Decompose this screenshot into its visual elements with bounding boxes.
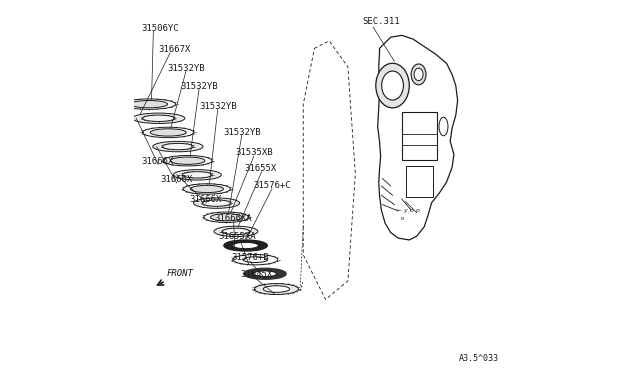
Ellipse shape	[163, 143, 193, 150]
Text: 31666XA: 31666XA	[214, 214, 252, 223]
Ellipse shape	[183, 184, 230, 194]
Ellipse shape	[233, 243, 259, 248]
Ellipse shape	[170, 157, 205, 164]
Ellipse shape	[381, 71, 403, 100]
Ellipse shape	[233, 254, 278, 265]
Text: o: o	[401, 216, 404, 221]
Ellipse shape	[414, 68, 423, 81]
Ellipse shape	[263, 286, 290, 292]
Ellipse shape	[253, 271, 276, 277]
Text: 31667X: 31667X	[158, 45, 191, 54]
Text: 31645X: 31645X	[240, 270, 272, 279]
Text: 31576+C: 31576+C	[254, 181, 291, 190]
Ellipse shape	[122, 99, 175, 109]
Ellipse shape	[143, 127, 194, 138]
Ellipse shape	[224, 240, 267, 251]
Ellipse shape	[223, 228, 250, 235]
Ellipse shape	[202, 200, 230, 206]
Ellipse shape	[204, 212, 249, 222]
Ellipse shape	[411, 64, 426, 85]
Ellipse shape	[244, 269, 286, 279]
Ellipse shape	[243, 257, 268, 263]
Text: 31655X: 31655X	[245, 164, 277, 173]
Bar	[406, 166, 433, 197]
Ellipse shape	[211, 214, 242, 221]
Text: 31532YB: 31532YB	[180, 81, 218, 90]
Text: $\leftarrow$ y o o: $\leftarrow$ y o o	[394, 206, 421, 215]
Ellipse shape	[191, 185, 223, 193]
Polygon shape	[378, 35, 458, 240]
Text: 31532YB: 31532YB	[199, 102, 237, 111]
Text: FRONT: FRONT	[166, 269, 193, 278]
Ellipse shape	[255, 283, 298, 295]
Text: 31576+B: 31576+B	[232, 253, 269, 262]
Text: 31532YB: 31532YB	[223, 128, 261, 137]
Text: 31506YC: 31506YC	[141, 23, 179, 32]
Ellipse shape	[193, 198, 239, 208]
Bar	[402, 112, 437, 160]
Text: 31655XA: 31655XA	[219, 232, 257, 241]
Ellipse shape	[150, 129, 186, 136]
Ellipse shape	[143, 115, 175, 122]
Text: 31666X: 31666X	[160, 175, 192, 184]
Ellipse shape	[163, 155, 212, 166]
Ellipse shape	[130, 100, 168, 108]
Text: 31666X: 31666X	[141, 157, 173, 166]
Text: 31535XB: 31535XB	[235, 148, 273, 157]
Ellipse shape	[214, 226, 258, 237]
Ellipse shape	[376, 63, 410, 108]
Text: SEC.311: SEC.311	[363, 17, 401, 26]
Ellipse shape	[182, 171, 212, 178]
Text: A3.5^033: A3.5^033	[458, 354, 499, 363]
Text: 31666X: 31666X	[190, 195, 222, 204]
Ellipse shape	[173, 170, 221, 180]
Ellipse shape	[132, 113, 185, 124]
Text: 31532YB: 31532YB	[168, 64, 205, 73]
Ellipse shape	[439, 117, 448, 136]
Ellipse shape	[153, 141, 203, 152]
